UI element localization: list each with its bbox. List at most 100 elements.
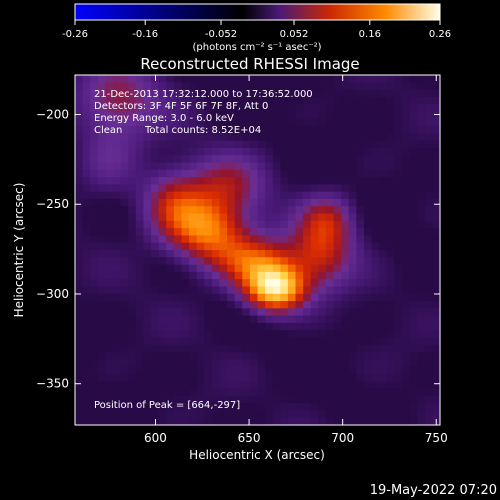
heatmap-cell — [128, 359, 137, 368]
heatmap-cell — [371, 169, 380, 178]
heatmap-cell — [249, 213, 259, 222]
heatmap-cell — [310, 206, 319, 215]
heatmap-cell — [341, 155, 350, 164]
heatmap-cell — [75, 373, 84, 382]
heatmap-cell — [371, 198, 380, 207]
heatmap-cell — [379, 322, 388, 331]
heatmap-cell — [325, 417, 335, 426]
heatmap-cell — [371, 133, 380, 142]
heatmap-cell — [151, 89, 160, 98]
heatmap-cell — [280, 177, 289, 185]
heatmap-cell — [363, 352, 373, 360]
y-tick-label: −350 — [36, 377, 69, 391]
clean-label: Clean — [94, 125, 122, 136]
heatmap-cell — [371, 206, 380, 215]
heatmap-cell — [120, 388, 129, 397]
heatmap-cell — [432, 169, 441, 178]
heatmap-cell — [128, 198, 137, 207]
heatmap-cell — [356, 96, 365, 105]
heatmap-cell — [219, 82, 228, 91]
heatmap-cell — [196, 337, 205, 346]
heatmap-cell — [135, 126, 145, 134]
heatmap-cell — [234, 417, 243, 426]
heatmap-cell — [166, 301, 175, 309]
heatmap-cell — [257, 359, 266, 368]
heatmap-cell — [310, 410, 319, 419]
heatmap-cell — [348, 140, 357, 149]
heatmap-cell — [401, 410, 411, 419]
heatmap-cell — [173, 286, 183, 295]
heatmap-cell — [97, 293, 107, 302]
heatmap-cell — [310, 359, 319, 368]
heatmap-cell — [151, 264, 160, 273]
heatmap-cell — [189, 82, 198, 91]
heatmap-cell — [128, 286, 137, 295]
heatmap-cell — [196, 417, 205, 426]
heatmap-cell — [287, 271, 297, 280]
heatmap-cell — [242, 198, 251, 207]
heatmap-cell — [287, 315, 297, 324]
heatmap-cell — [105, 373, 114, 382]
heatmap-cell — [135, 184, 145, 193]
heatmap-cell — [280, 271, 289, 280]
heatmap-cell — [128, 293, 137, 302]
heatmap-cell — [265, 228, 274, 237]
x-axis-ticks: 600 650 700 750 — [144, 75, 448, 445]
heatmap-cell — [401, 359, 411, 368]
heatmap-cell — [310, 118, 319, 127]
heatmap-cell — [196, 388, 205, 397]
heatmap-cell — [173, 242, 183, 251]
heatmap-cell — [75, 344, 84, 353]
heatmap-cell — [341, 82, 350, 91]
heatmap-cell — [181, 104, 190, 113]
heatmap-cell — [371, 366, 380, 375]
heatmap-cell — [280, 162, 289, 171]
heatmap-cell — [204, 155, 213, 164]
colorbar-ticks: -0.26 -0.16 -0.052 0.052 0.16 0.26 — [62, 20, 451, 40]
heatmap-cell — [249, 155, 259, 164]
heatmap-image — [75, 75, 441, 426]
heatmap-cell — [82, 228, 91, 237]
heatmap-cell — [318, 315, 327, 324]
heatmap-cell — [424, 213, 433, 222]
heatmap-cell — [128, 177, 137, 185]
heatmap-cell — [417, 381, 426, 390]
heatmap-cell — [234, 133, 243, 142]
heatmap-cell — [318, 177, 327, 185]
heatmap-cell — [105, 344, 114, 353]
heatmap-cell — [166, 242, 175, 251]
heatmap-cell — [242, 417, 251, 426]
heatmap-cell — [379, 206, 388, 215]
heatmap-cell — [432, 228, 441, 237]
heatmap-cell — [401, 403, 411, 412]
heatmap-cell — [348, 301, 357, 309]
heatmap-cell — [356, 373, 365, 382]
heatmap-cell — [287, 395, 297, 404]
heatmap-cell — [363, 381, 373, 390]
heatmap-cell — [196, 381, 205, 390]
heatmap-cell — [227, 315, 236, 324]
heatmap-cell — [257, 118, 266, 127]
heatmap-cell — [82, 373, 91, 382]
heatmap-cell — [97, 250, 107, 258]
heatmap-cell — [401, 286, 411, 295]
heatmap-cell — [432, 395, 441, 404]
heatmap-cell — [90, 264, 99, 273]
heatmap-cell — [82, 293, 91, 302]
heatmap-cell — [310, 147, 319, 156]
heatmap-cell — [333, 140, 342, 149]
heatmap-cell — [120, 381, 129, 390]
heatmap-cell — [219, 220, 228, 229]
heatmap-cell — [219, 126, 228, 134]
heatmap-cell — [417, 337, 426, 346]
heatmap-cell — [97, 271, 107, 280]
heatmap-cell — [371, 242, 380, 251]
heatmap-cell — [325, 286, 335, 295]
heatmap-cell — [356, 75, 365, 83]
heatmap-cell — [128, 395, 137, 404]
heatmap-cell — [113, 126, 122, 134]
heatmap-cell — [424, 169, 433, 178]
heatmap-cell — [363, 96, 373, 105]
heatmap-cell — [242, 322, 251, 331]
heatmap-cell — [356, 293, 365, 302]
